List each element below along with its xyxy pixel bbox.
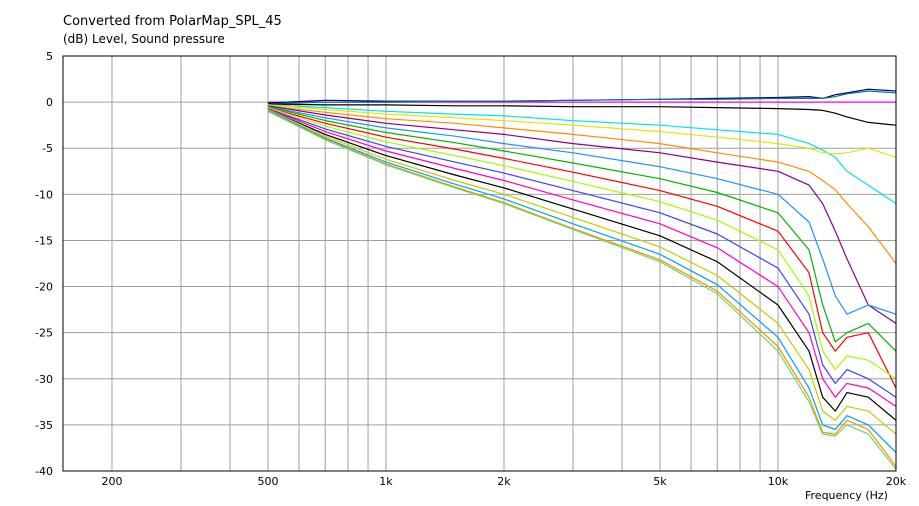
x-tick-label: 2k (497, 475, 511, 488)
series-line-10 (267, 106, 897, 352)
y-tick-labels: 5 0 -5 -10 -15 -20 -25 -30 -35 -40 (35, 50, 53, 478)
y-tick-label: -35 (35, 419, 53, 432)
y-tick-label: -30 (35, 373, 53, 386)
grid (63, 55, 896, 472)
series-line-16 (267, 108, 897, 435)
y-axis-label: (dB) Level, Sound pressure (63, 32, 225, 46)
x-tick-label: 1k (379, 475, 393, 488)
chart-title: Converted from PolarMap_SPL_45 (63, 14, 282, 29)
y-tick-label: 0 (46, 96, 53, 109)
x-tick-label: 500 (257, 475, 278, 488)
x-tick-label: 10k (768, 475, 789, 488)
series-line-6 (267, 104, 897, 158)
y-tick-label: -25 (35, 327, 53, 340)
series-line-9 (267, 106, 897, 315)
x-tick-labels: 200 500 1k 2k 5k 10k 20k (101, 475, 906, 488)
x-tick-label: 200 (101, 475, 122, 488)
x-axis-label: Frequency (Hz) (805, 489, 888, 502)
y-tick-label: 5 (46, 50, 53, 63)
series-line-5 (267, 104, 897, 205)
y-tick-label: -20 (35, 281, 53, 294)
y-tick-label: -40 (35, 465, 53, 478)
y-tick-label: -5 (42, 142, 53, 155)
series-line-13 (267, 108, 897, 398)
series-line-8 (267, 105, 897, 324)
series-line-12 (267, 107, 897, 380)
y-tick-label: -15 (35, 234, 53, 247)
series-line-11 (267, 107, 897, 389)
plot-frame (62, 55, 897, 472)
series-line-7 (267, 105, 897, 264)
series-line-4 (267, 103, 897, 126)
x-tick-label: 5k (653, 475, 667, 488)
series-lines (267, 88, 897, 470)
series-line-2 (267, 88, 897, 104)
series-line-15 (267, 108, 897, 421)
series-line-3 (267, 90, 897, 105)
series-line-18 (267, 110, 897, 467)
x-tick-label: 20k (886, 475, 907, 488)
series-line-14 (267, 108, 897, 407)
series-line-19 (267, 110, 897, 470)
y-tick-label: -10 (35, 188, 53, 201)
series-line-17 (267, 109, 897, 454)
